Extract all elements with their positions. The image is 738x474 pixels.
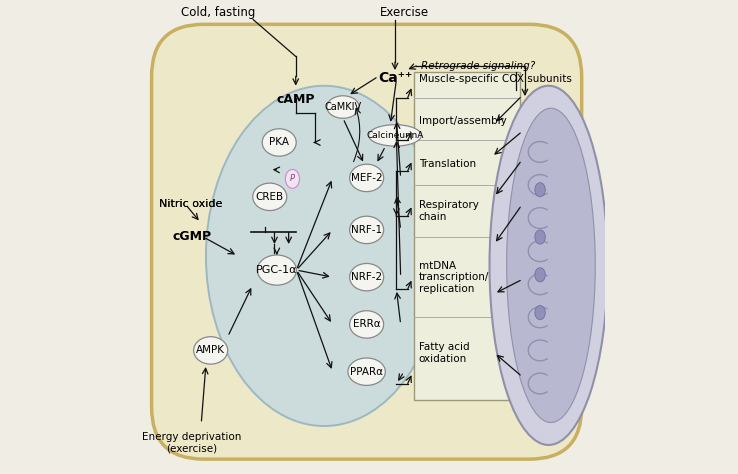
Text: Import/assembly: Import/assembly <box>418 116 506 126</box>
Text: Respiratory
chain: Respiratory chain <box>418 200 478 222</box>
Text: Exercise: Exercise <box>380 6 429 19</box>
Text: Energy deprivation
(exercise): Energy deprivation (exercise) <box>142 432 241 454</box>
FancyBboxPatch shape <box>151 24 582 459</box>
Ellipse shape <box>327 96 359 118</box>
Ellipse shape <box>350 311 384 338</box>
Ellipse shape <box>350 264 384 291</box>
Ellipse shape <box>535 230 545 244</box>
Text: AMPK: AMPK <box>196 346 225 356</box>
Text: Cold, fasting: Cold, fasting <box>181 6 255 19</box>
Ellipse shape <box>350 216 384 244</box>
Text: Nitric oxide: Nitric oxide <box>159 199 222 209</box>
Text: Muscle-specific COX subunits: Muscle-specific COX subunits <box>418 73 571 84</box>
Text: MEF-2: MEF-2 <box>351 173 382 183</box>
Ellipse shape <box>206 86 442 426</box>
Ellipse shape <box>368 125 421 146</box>
Text: Retrograde signaling?: Retrograde signaling? <box>421 61 535 71</box>
Text: NRF-2: NRF-2 <box>351 272 382 282</box>
Text: PGC-1α: PGC-1α <box>256 265 297 275</box>
Text: PKA: PKA <box>269 137 289 147</box>
Ellipse shape <box>535 182 545 197</box>
Text: Fatty acid
oxidation: Fatty acid oxidation <box>418 342 469 364</box>
Ellipse shape <box>350 164 384 191</box>
Text: NRF-1: NRF-1 <box>351 225 382 235</box>
Text: CaMKIV: CaMKIV <box>325 102 362 112</box>
FancyBboxPatch shape <box>414 72 520 400</box>
Ellipse shape <box>535 306 545 319</box>
Text: P: P <box>290 174 295 183</box>
Ellipse shape <box>193 337 228 364</box>
Text: CREB: CREB <box>255 192 284 202</box>
Ellipse shape <box>535 268 545 282</box>
Ellipse shape <box>262 129 296 156</box>
Ellipse shape <box>252 183 287 210</box>
Text: Ca⁺⁺: Ca⁺⁺ <box>378 71 412 85</box>
Ellipse shape <box>258 255 297 285</box>
Ellipse shape <box>286 169 300 188</box>
Text: PPARα: PPARα <box>350 367 383 377</box>
Text: Translation: Translation <box>418 159 476 169</box>
Text: Nitric oxide: Nitric oxide <box>159 199 222 209</box>
Text: ERRα: ERRα <box>353 319 381 329</box>
Text: cGMP: cGMP <box>172 230 211 243</box>
Ellipse shape <box>489 86 607 445</box>
Text: cAMP: cAMP <box>277 93 315 106</box>
Ellipse shape <box>507 108 596 422</box>
Ellipse shape <box>348 358 385 385</box>
Text: mtDNA
transcription/
replication: mtDNA transcription/ replication <box>418 261 489 294</box>
Text: CalcineurinA: CalcineurinA <box>366 131 424 140</box>
